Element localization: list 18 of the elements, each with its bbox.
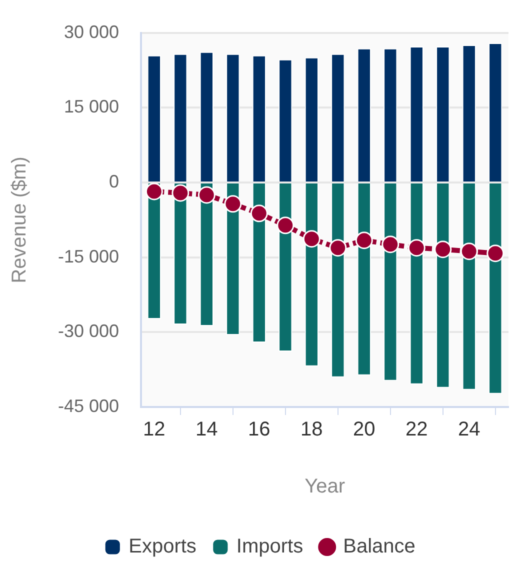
x-tick-label: 16 (248, 418, 270, 441)
y-tick-label: 0 (109, 171, 120, 192)
x-tick-label: 18 (300, 418, 323, 441)
y-tick-label: 15 000 (64, 96, 120, 117)
x-tick-label: 20 (353, 418, 376, 441)
y-tick-label: -45 000 (58, 396, 120, 416)
x-tick-label: 24 (458, 418, 480, 441)
x-tick-label: 12 (143, 418, 166, 441)
y-tick-label: -30 000 (58, 321, 120, 342)
y-axis-title: Revenue ($m) (8, 156, 31, 284)
x-axis-title: Year (304, 476, 346, 498)
y-tick-label: -15 000 (58, 246, 120, 266)
legend-label: Exports (128, 536, 196, 558)
x-tick-label: 22 (406, 418, 428, 441)
legend-label: Imports (236, 536, 304, 558)
x-tick-label: 14 (196, 418, 218, 441)
y-tick-label: 30 000 (64, 22, 120, 42)
legend-label: Balance (343, 536, 416, 558)
